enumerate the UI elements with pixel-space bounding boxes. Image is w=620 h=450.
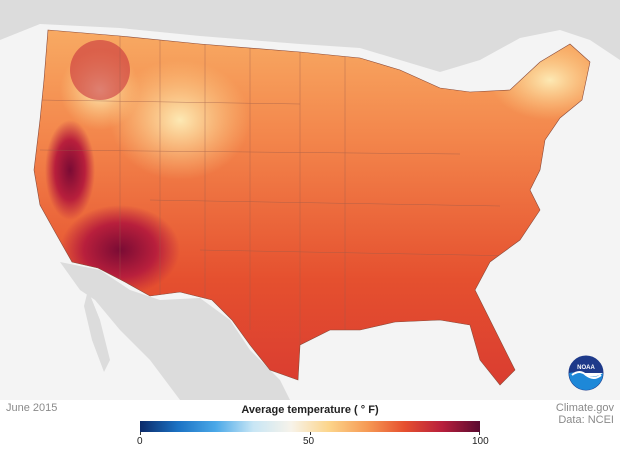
- data-credit: Data: NCEI: [558, 414, 614, 426]
- legend-tickmark-0: [140, 432, 141, 435]
- source-credit: Climate.gov: [555, 402, 614, 414]
- legend-tickmark-100: [479, 432, 480, 435]
- legend-colorbar: [140, 421, 480, 432]
- legend-tick-0: 0: [137, 436, 143, 447]
- canada-landmass: [0, 0, 620, 72]
- us-border: [33, 29, 591, 386]
- noaa-logo: NOAA: [568, 355, 604, 391]
- legend-tick-50: 50: [303, 436, 315, 447]
- baja-peninsula: [84, 290, 110, 372]
- legend-title: Average temperature ( ° F): [241, 404, 379, 416]
- legend-tick-100: 100: [472, 436, 489, 447]
- mexico-landmass: [60, 262, 290, 400]
- noaa-logo-text: NOAA: [577, 365, 595, 371]
- legend-tickmark-50: [310, 432, 311, 435]
- map-date: June 2015: [6, 402, 58, 414]
- temperature-map: [0, 0, 620, 400]
